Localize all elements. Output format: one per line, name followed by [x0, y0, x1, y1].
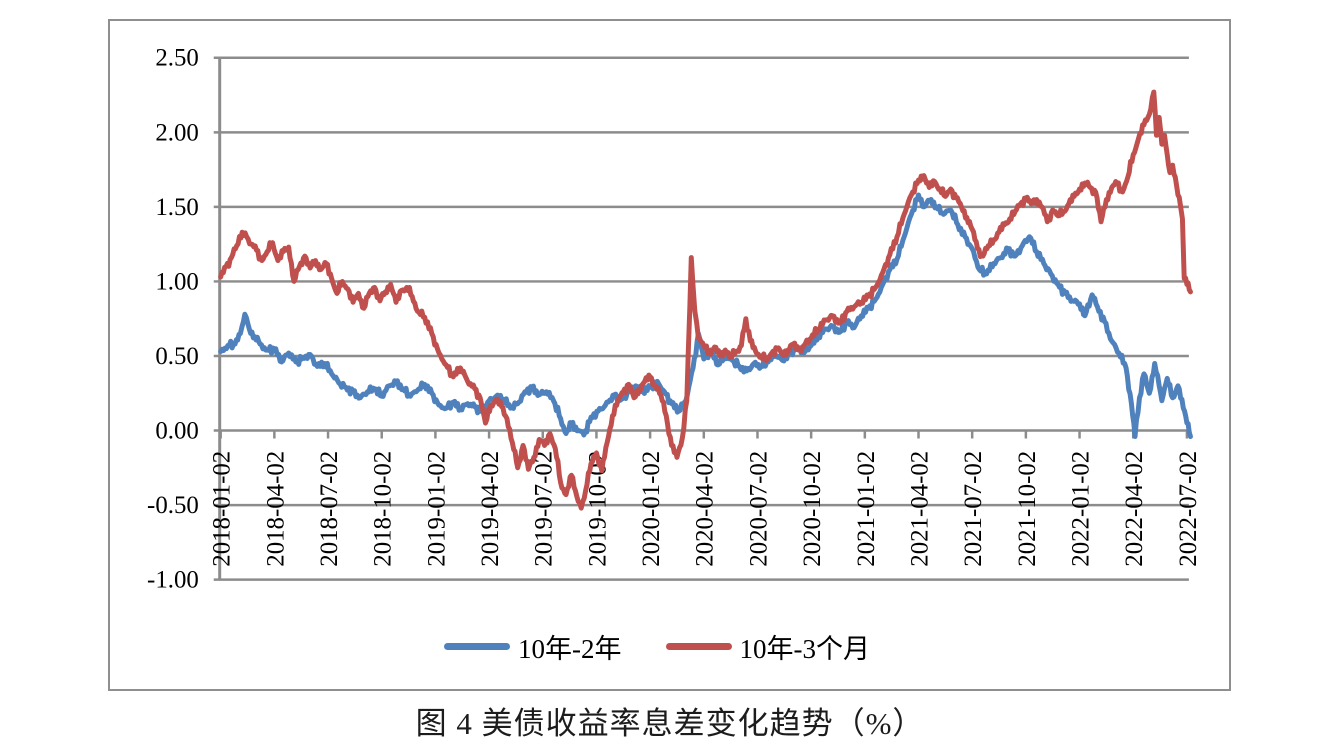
svg-text:2022-01-02: 2022-01-02 — [1067, 451, 1094, 567]
svg-text:1.50: 1.50 — [155, 194, 198, 221]
svg-text:-0.50: -0.50 — [147, 492, 199, 519]
svg-text:2020-01-02: 2020-01-02 — [638, 451, 665, 567]
svg-text:2022-07-02: 2022-07-02 — [1175, 451, 1202, 567]
svg-text:2021-10-02: 2021-10-02 — [1014, 451, 1041, 567]
figure-caption: 图 4 美债收益率息差变化趋势（%） — [415, 706, 925, 741]
svg-text:2020-04-02: 2020-04-02 — [692, 451, 719, 567]
chart-legend: 10年-2年 10年-3个月 — [444, 627, 870, 666]
svg-text:2019-04-02: 2019-04-02 — [477, 451, 504, 567]
legend-label-10y-3m: 10年-3个月 — [739, 634, 871, 664]
svg-text:2020-10-02: 2020-10-02 — [799, 451, 826, 567]
svg-text:2021-07-02: 2021-07-02 — [960, 451, 987, 567]
svg-text:2.50: 2.50 — [155, 45, 198, 72]
red-line-swatch-icon — [665, 643, 732, 650]
svg-text:2019-01-02: 2019-01-02 — [423, 451, 450, 567]
svg-text:2021-04-02: 2021-04-02 — [906, 451, 933, 567]
svg-text:2018-04-02: 2018-04-02 — [262, 451, 289, 567]
svg-text:1.00: 1.00 — [155, 268, 198, 295]
chart-area: 2.50 2.00 1.50 1.00 0.50 0.00 -0.50 -1.00 2018-0… — [108, 19, 1231, 691]
svg-text:2.00: 2.00 — [155, 119, 198, 146]
svg-text:2018-01-02: 2018-01-02 — [209, 451, 236, 567]
svg-text:-1.00: -1.00 — [147, 567, 199, 594]
legend-item-10y-3m: 10年-3个月 — [665, 627, 871, 666]
chart-canvas: 2.50 2.00 1.50 1.00 0.50 0.00 -0.50 -1.00 2018-0… — [147, 45, 1202, 594]
svg-text:2019-07-02: 2019-07-02 — [531, 451, 558, 567]
legend-item-10y-2y: 10年-2年 — [444, 627, 622, 666]
svg-text:2020-07-02: 2020-07-02 — [745, 451, 772, 567]
svg-text:2018-07-02: 2018-07-02 — [316, 451, 343, 567]
svg-text:2022-04-02: 2022-04-02 — [1121, 451, 1148, 567]
svg-text:2018-10-02: 2018-10-02 — [370, 451, 397, 567]
svg-text:0.00: 0.00 — [155, 418, 198, 445]
legend-label-10y-2y: 10年-2年 — [518, 634, 622, 664]
svg-text:0.50: 0.50 — [155, 343, 198, 370]
svg-text:2021-01-02: 2021-01-02 — [853, 451, 880, 567]
blue-line-swatch-icon — [444, 643, 510, 650]
